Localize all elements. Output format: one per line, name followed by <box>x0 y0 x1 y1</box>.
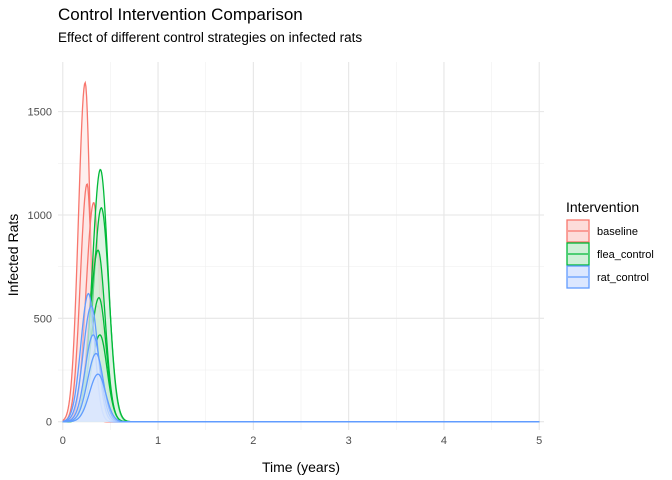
x-tick-label: 4 <box>441 435 447 447</box>
x-tick-label: 0 <box>60 435 66 447</box>
x-tick-label: 1 <box>155 435 161 447</box>
y-axis-title: Infected Rats <box>5 214 21 297</box>
x-tick-label: 5 <box>536 435 542 447</box>
x-axis-title: Time (years) <box>262 459 340 475</box>
legend-item-flea-control: flea_control <box>566 242 654 266</box>
grid <box>58 62 544 430</box>
legend-item-baseline: baseline <box>566 219 638 243</box>
series-area <box>62 207 540 422</box>
legend-item-rat-control: rat_control <box>566 265 649 289</box>
series-area <box>62 353 540 422</box>
y-tick-label: 0 <box>46 417 52 429</box>
chart-subtitle: Effect of different control strategies o… <box>58 30 363 45</box>
legend-label: flea_control <box>597 249 654 261</box>
series-area <box>62 250 540 422</box>
series-line <box>62 373 540 423</box>
series-rat-control <box>62 292 540 423</box>
legend-label: rat_control <box>597 272 649 284</box>
x-axis-ticks: 0 1 2 3 4 5 <box>60 435 543 447</box>
x-tick-label: 2 <box>250 435 256 447</box>
legend-label: baseline <box>597 226 638 238</box>
y-tick-label: 500 <box>34 313 52 325</box>
chart-title: Control Intervention Comparison <box>58 5 303 24</box>
y-tick-label: 1000 <box>28 210 52 222</box>
legend: Intervention baseline flea_control rat_con… <box>566 199 654 289</box>
x-tick-label: 3 <box>346 435 352 447</box>
legend-title: Intervention <box>566 199 639 215</box>
series-area <box>62 169 540 422</box>
legend-items: baseline flea_control rat_control <box>566 219 654 289</box>
y-axis-ticks: 0 500 1000 1500 <box>28 107 52 429</box>
y-tick-label: 1500 <box>28 107 52 119</box>
series-layer <box>62 80 540 423</box>
series-area <box>62 374 540 422</box>
